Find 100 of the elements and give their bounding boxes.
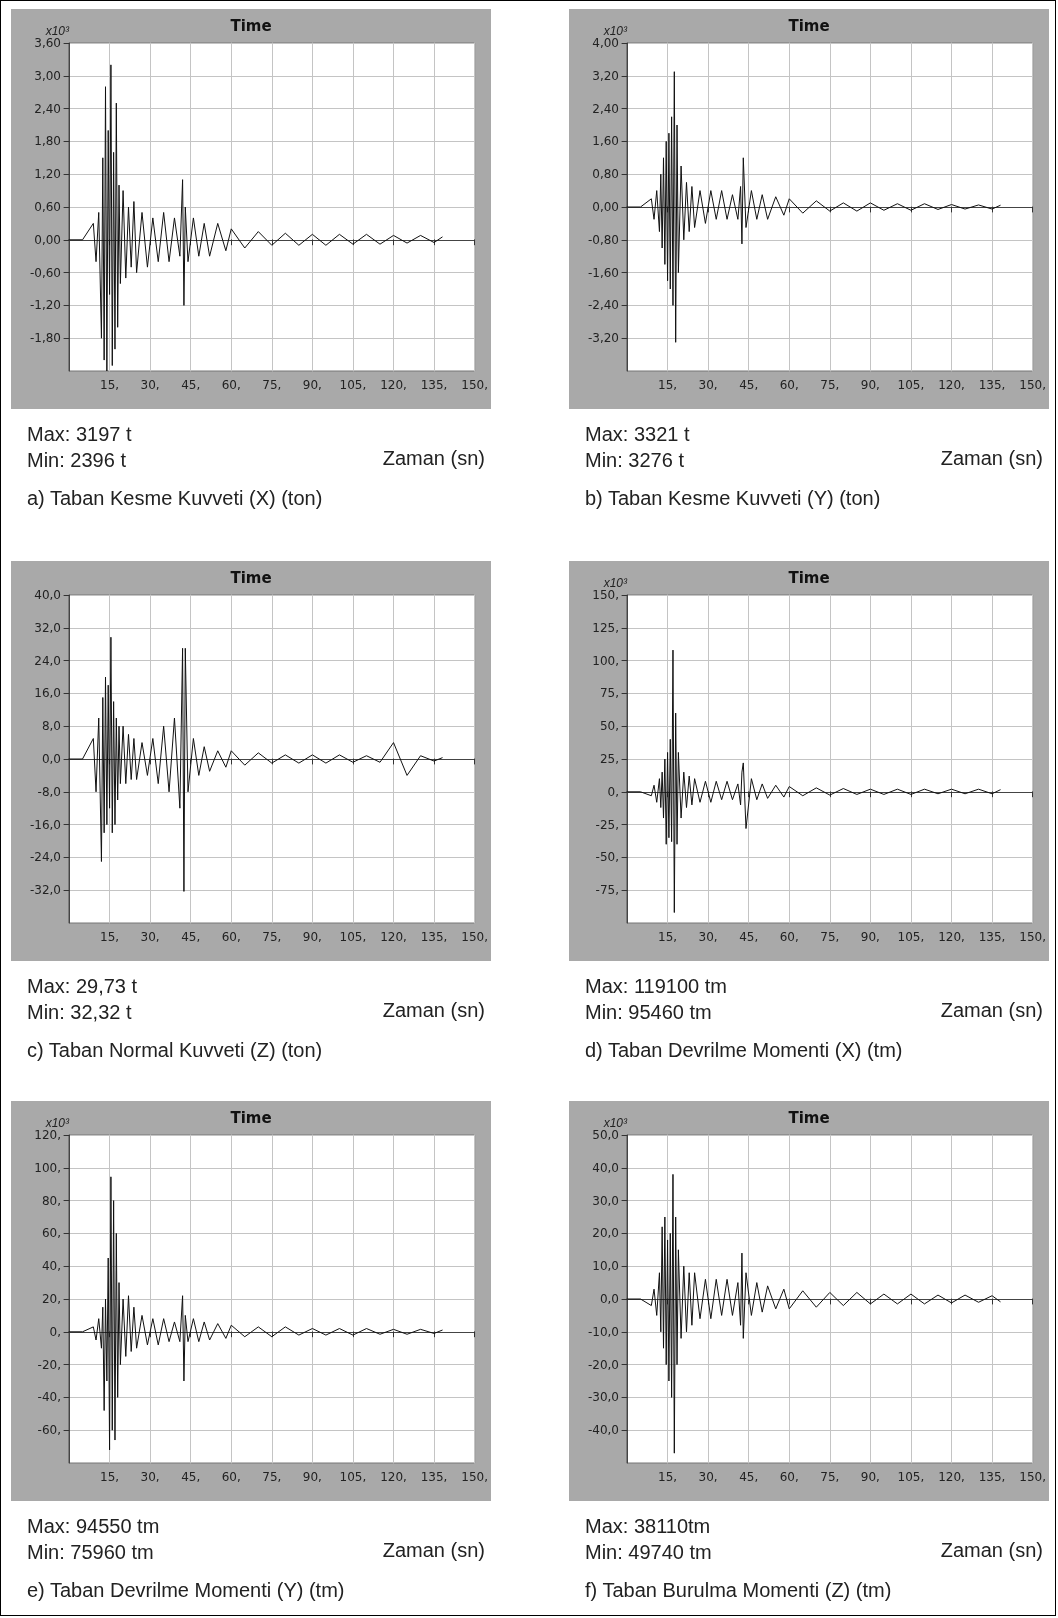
y-axis-title: x10³	[44, 24, 70, 39]
x-tick-label: 30,	[140, 930, 160, 944]
x-tick-label: 45,	[181, 378, 201, 392]
y-tick-label: 24,0	[34, 653, 61, 668]
x-tick-label: 135,	[978, 378, 1006, 392]
y-tick-label: -20,	[37, 1357, 61, 1372]
x-tick-label: 30,	[140, 1470, 160, 1484]
x-tick-label: 135,	[420, 1470, 448, 1484]
x-tick-label: 15,	[658, 930, 678, 944]
y-tick-label: 0,0	[41, 752, 61, 766]
x-axis-title: Zaman (sn)	[382, 1539, 485, 1562]
x-tick-label: 120,	[938, 1470, 965, 1484]
y-tick-label: 0,0	[599, 1292, 619, 1306]
y-tick-label: 3,00	[34, 68, 61, 83]
y-tick-label: -25,	[595, 817, 619, 832]
chart-title: Time	[788, 16, 830, 35]
y-tick-label: 16,0	[34, 686, 61, 701]
x-tick-label: 75,	[262, 930, 282, 944]
y-tick-label: 40,0	[34, 588, 61, 602]
text: d) Taban Devrilme Momenti (X) (tm)	[585, 1039, 903, 1062]
x-tick-label: 45,	[181, 1470, 201, 1484]
y-tick-label: 25,	[599, 752, 619, 766]
y-tick-label: -0,60	[29, 265, 61, 280]
x-axis-title: Zaman (sn)	[940, 1539, 1043, 1562]
y-tick-label: -3,20	[587, 331, 619, 346]
x-tick-label: 15,	[658, 1470, 678, 1484]
y-tick-label: -10,0	[587, 1324, 619, 1339]
x-tick-label: 75,	[820, 1470, 840, 1484]
x-axis-title: Zaman (sn)	[382, 999, 485, 1022]
y-axis-title: x10³	[602, 576, 628, 591]
text: Min: 2396 t	[27, 448, 127, 473]
x-tick-label: 30,	[698, 1470, 718, 1484]
y-tick-label: 125,	[592, 620, 619, 635]
x-tick-label: 15,	[100, 378, 120, 392]
x-tick-label: 75,	[262, 378, 282, 392]
x-tick-label: 15,	[658, 378, 678, 392]
y-tick-label: 10,0	[592, 1259, 619, 1274]
y-tick-label: 60,	[41, 1226, 61, 1241]
y-tick-label: -40,0	[587, 1423, 619, 1438]
y-tick-label: 1,20	[34, 167, 61, 182]
x-tick-label: 60,	[221, 1470, 241, 1484]
y-tick-label: 20,	[41, 1292, 61, 1306]
y-tick-label: 100,	[592, 653, 619, 668]
x-tick-label: 105,	[897, 1470, 925, 1484]
y-tick-label: 4,00	[592, 36, 619, 50]
line-series	[68, 64, 443, 372]
y-tick-label: 75,	[599, 686, 619, 701]
line-series	[68, 1176, 443, 1451]
y-tick-label: -16,0	[29, 817, 61, 832]
x-tick-label: 120,	[938, 378, 965, 392]
x-tick-label: 105,	[339, 1470, 367, 1484]
y-tick-label: 120,	[34, 1128, 61, 1142]
y-tick-label: 20,0	[592, 1226, 619, 1241]
y-axis-title: x10³	[44, 1116, 70, 1131]
x-tick-label: 45,	[181, 930, 201, 944]
text: Max: 29,73 t	[27, 974, 138, 999]
y-tick-label: 1,60	[592, 134, 619, 149]
y-tick-label: -32,0	[29, 883, 61, 898]
y-tick-label: 0,00	[592, 200, 619, 214]
y-tick-label: 8,0	[41, 719, 61, 734]
y-tick-label: 80,	[41, 1193, 61, 1208]
y-tick-label: 50,	[599, 719, 619, 734]
text: Max: 3197 t	[27, 422, 132, 447]
x-tick-label: 90,	[302, 378, 322, 392]
x-tick-label: 60,	[779, 930, 799, 944]
x-tick-label: 90,	[860, 930, 880, 944]
y-tick-label: -1,20	[29, 298, 61, 313]
x-tick-label: 90,	[302, 930, 322, 944]
chart-title: Time	[230, 1108, 272, 1127]
y-tick-label: 3,60	[34, 36, 61, 50]
y-tick-label: 0,80	[592, 167, 619, 182]
x-tick-label: 150,	[461, 378, 488, 392]
y-tick-label: 2,40	[592, 101, 619, 116]
y-tick-label: -30,0	[587, 1390, 619, 1405]
x-tick-label: 105,	[339, 378, 367, 392]
x-tick-label: 90,	[302, 1470, 322, 1484]
x-tick-label: 90,	[860, 378, 880, 392]
y-tick-label: 0,00	[34, 232, 61, 247]
x-tick-label: 120,	[938, 930, 965, 944]
x-tick-label: 150,	[461, 1470, 488, 1484]
y-axis-title: x10³	[602, 1116, 628, 1131]
y-tick-label: -1,80	[29, 331, 61, 346]
text: Min: 95460 tm	[585, 1000, 713, 1025]
y-tick-label: -24,0	[29, 850, 61, 865]
x-tick-label: 105,	[897, 930, 925, 944]
y-tick-label: 0,60	[34, 200, 61, 214]
line-series	[626, 649, 1001, 913]
x-tick-label: 120,	[380, 930, 407, 944]
x-tick-label: 60,	[221, 378, 241, 392]
y-tick-label: 100,	[34, 1160, 61, 1175]
chart-title: Time	[788, 1108, 830, 1127]
y-tick-label: 1,80	[34, 134, 61, 149]
x-tick-label: 135,	[978, 930, 1006, 944]
line-series	[626, 1173, 1001, 1454]
x-tick-label: 135,	[420, 930, 448, 944]
text: c) Taban Normal Kuvveti (Z) (ton)	[27, 1039, 323, 1062]
x-tick-label: 75,	[820, 930, 840, 944]
x-tick-label: 75,	[262, 1470, 282, 1484]
x-tick-label: 150,	[461, 930, 488, 944]
x-tick-label: 45,	[739, 378, 759, 392]
